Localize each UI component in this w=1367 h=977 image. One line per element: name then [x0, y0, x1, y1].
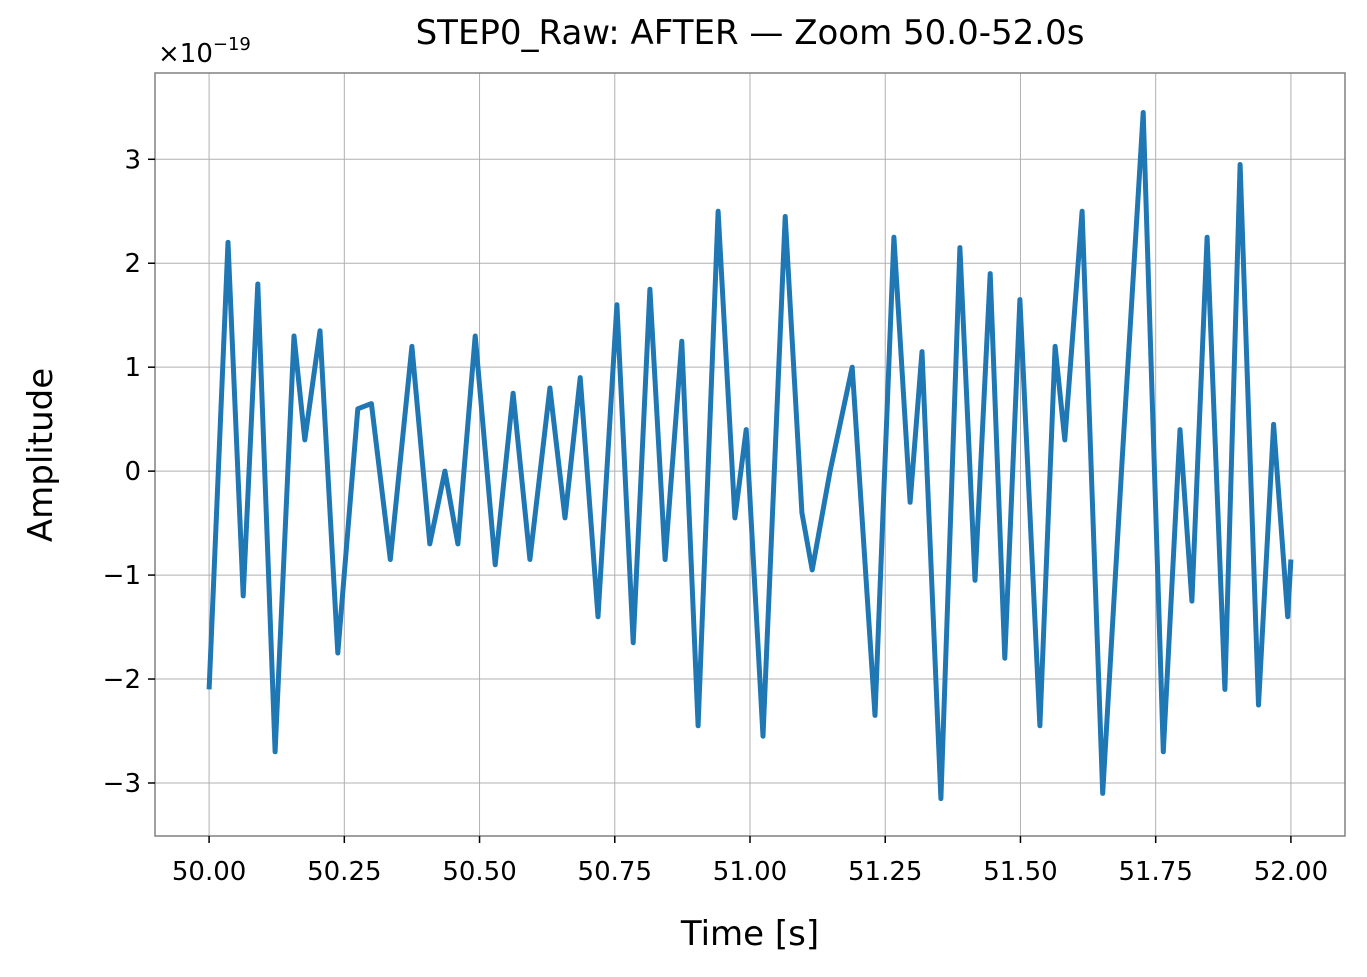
- ticks: 50.00 50.25 50.50 50.75 51.00 51.25 51.50 51.75…: [103, 145, 1328, 887]
- offset-base: ×10: [158, 39, 213, 69]
- x-tick-label: 50.25: [307, 857, 381, 887]
- y-tick-label: −2: [103, 665, 141, 695]
- y-tick-label: 2: [124, 249, 141, 279]
- chart-title: STEP0_Raw: AFTER — Zoom 50.0-52.0s: [416, 13, 1085, 53]
- x-tick-label: 51.25: [848, 857, 922, 887]
- x-tick-label: 50.75: [578, 857, 652, 887]
- y-offset-label: ×10−19: [158, 34, 251, 69]
- y-tick-label: 3: [124, 145, 141, 175]
- y-axis-label: Amplitude: [21, 368, 61, 542]
- x-tick-label: 50.50: [442, 857, 516, 887]
- y-tick-label: −1: [103, 561, 141, 591]
- plot: [206, 110, 1294, 802]
- y-tick-label: −3: [103, 769, 141, 799]
- y-tick-label: 0: [124, 457, 141, 487]
- x-tick-label: 51.75: [1118, 857, 1192, 887]
- data-line: [206, 110, 1294, 802]
- x-tick-label: 50.00: [172, 857, 246, 887]
- offset-exponent: −19: [213, 34, 251, 55]
- x-axis-label: Time [s]: [680, 914, 819, 954]
- x-tick-label: 51.50: [983, 857, 1057, 887]
- y-tick-label: 1: [124, 353, 141, 383]
- x-tick-label: 51.00: [713, 857, 787, 887]
- x-tick-label: 52.00: [1254, 857, 1328, 887]
